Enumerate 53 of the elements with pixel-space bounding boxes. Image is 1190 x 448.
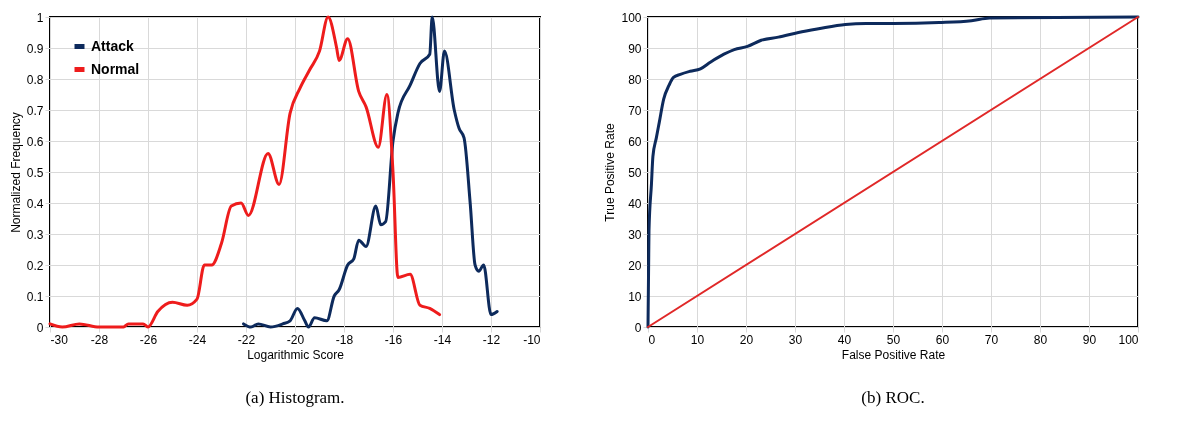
- x-tick-label: -24: [188, 332, 207, 347]
- y-tick-label: 100: [621, 10, 642, 25]
- text: (b) ROC.: [861, 388, 925, 407]
- y-tick-label: 10: [628, 289, 642, 304]
- y-tick-label: 50: [628, 165, 642, 180]
- x-tick-label: -16: [384, 332, 403, 347]
- y-tick-label: 0.7: [26, 103, 44, 118]
- y-axis-title: True Positive Rate: [603, 123, 618, 222]
- x-tick-label: -20: [286, 332, 305, 347]
- x-tick-label: -18: [335, 332, 354, 347]
- y-tick-label: 30: [628, 227, 642, 242]
- y-tick-label: 0.6: [26, 134, 44, 149]
- x-tick-label: -22: [237, 332, 256, 347]
- y-tick-label: 80: [628, 72, 642, 87]
- y-tick-label: 0.3: [26, 227, 44, 242]
- x-tick-label: 0: [648, 332, 656, 347]
- x-tick-label: 50: [886, 332, 901, 347]
- x-axis-title: Logarithmic Score: [247, 347, 345, 362]
- y-tick-label: 0.2: [26, 258, 44, 273]
- legend-label: Attack: [91, 37, 135, 54]
- x-tick-label: -12: [482, 332, 501, 347]
- y-tick-label: 1: [36, 10, 44, 25]
- y-tick-label: 0.9: [26, 41, 44, 56]
- x-tick-label: 70: [984, 332, 999, 347]
- x-axis-title: False Positive Rate: [841, 347, 946, 362]
- y-axis-title: Normalized Frequency: [8, 112, 23, 233]
- y-tick-label: 0.4: [26, 196, 44, 211]
- x-tick-label: -10: [523, 332, 541, 347]
- x-tick-label: 20: [739, 332, 754, 347]
- y-tick-label: 20: [628, 258, 642, 273]
- x-tick-label: 80: [1033, 332, 1048, 347]
- y-tick-label: 90: [628, 41, 642, 56]
- x-tick-label: 40: [837, 332, 852, 347]
- x-tick-label: 60: [935, 332, 950, 347]
- legend-label: Normal: [91, 60, 140, 77]
- y-tick-label: 0: [36, 320, 44, 335]
- x-tick-label: 10: [690, 332, 705, 347]
- x-tick-label: -28: [90, 332, 109, 347]
- x-tick-label: -14: [433, 332, 452, 347]
- y-tick-label: 60: [628, 134, 642, 149]
- line-series: [242, 15, 499, 329]
- x-tick-label: 30: [788, 332, 803, 347]
- text: (a) Histogram.: [245, 388, 345, 407]
- y-tick-label: 40: [628, 196, 642, 211]
- y-tick-label: 70: [628, 103, 642, 118]
- x-tick-label: -26: [139, 332, 158, 347]
- x-tick-label: 100: [1118, 332, 1139, 347]
- y-tick-label: 0.1: [26, 289, 44, 304]
- y-tick-label: 0.8: [26, 72, 44, 87]
- y-tick-label: 0: [634, 320, 642, 335]
- x-tick-label: 90: [1082, 332, 1097, 347]
- y-tick-label: 0.5: [26, 165, 44, 180]
- x-tick-label: -30: [50, 332, 69, 347]
